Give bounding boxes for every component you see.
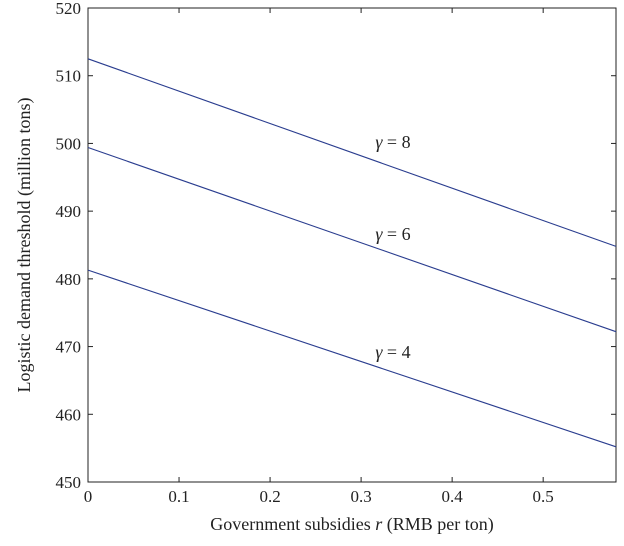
series-label-symbol: γ	[375, 342, 383, 362]
y-tick-label: 460	[56, 405, 82, 424]
series-label-value: = 6	[382, 224, 410, 244]
x-axis-title: Government subsidies r (RMB per ton)	[210, 514, 494, 535]
y-tick-label: 500	[56, 134, 82, 153]
series-line-0	[87, 58, 617, 247]
x-tick-label: 0	[84, 487, 93, 506]
series-label-value: = 8	[382, 132, 410, 152]
plot-frame	[87, 7, 617, 483]
x-tick-label: 0.3	[350, 487, 371, 506]
y-axis: 450 460 470 480 490 500 510 520	[56, 0, 616, 492]
y-tick-label: 480	[56, 270, 82, 289]
y-tick-label: 490	[56, 202, 82, 221]
series-label-symbol: γ	[375, 224, 383, 244]
y-axis-title: Logistic demand threshold (million tons)	[14, 98, 35, 393]
x-tick-label: 0.5	[533, 487, 554, 506]
series-label-0: γ = 8	[375, 132, 410, 152]
y-tick-label: 450	[56, 473, 82, 492]
series-label-value: = 4	[382, 342, 410, 362]
y-tick-label: 520	[56, 0, 82, 18]
x-axis-title-post: (RMB per ton)	[382, 514, 494, 535]
x-axis: 0 0.1 0.2 0.3 0.4 0.5	[84, 8, 554, 506]
y-tick-label: 510	[56, 67, 82, 86]
series-label-1: γ = 6	[375, 224, 410, 244]
x-tick-label: 0.4	[442, 487, 464, 506]
x-axis-title-var: r	[375, 514, 383, 534]
series-line-2	[87, 269, 617, 448]
plot-area: γ = 8γ = 6γ = 4	[87, 7, 617, 483]
x-tick-label: 0.2	[259, 487, 280, 506]
series-line-1	[87, 146, 617, 333]
y-tick-label: 470	[56, 338, 82, 357]
series-label-symbol: γ	[375, 132, 383, 152]
x-tick-label: 0.1	[168, 487, 189, 506]
series-label-2: γ = 4	[375, 342, 410, 362]
x-axis-title-pre: Government subsidies	[210, 514, 375, 534]
